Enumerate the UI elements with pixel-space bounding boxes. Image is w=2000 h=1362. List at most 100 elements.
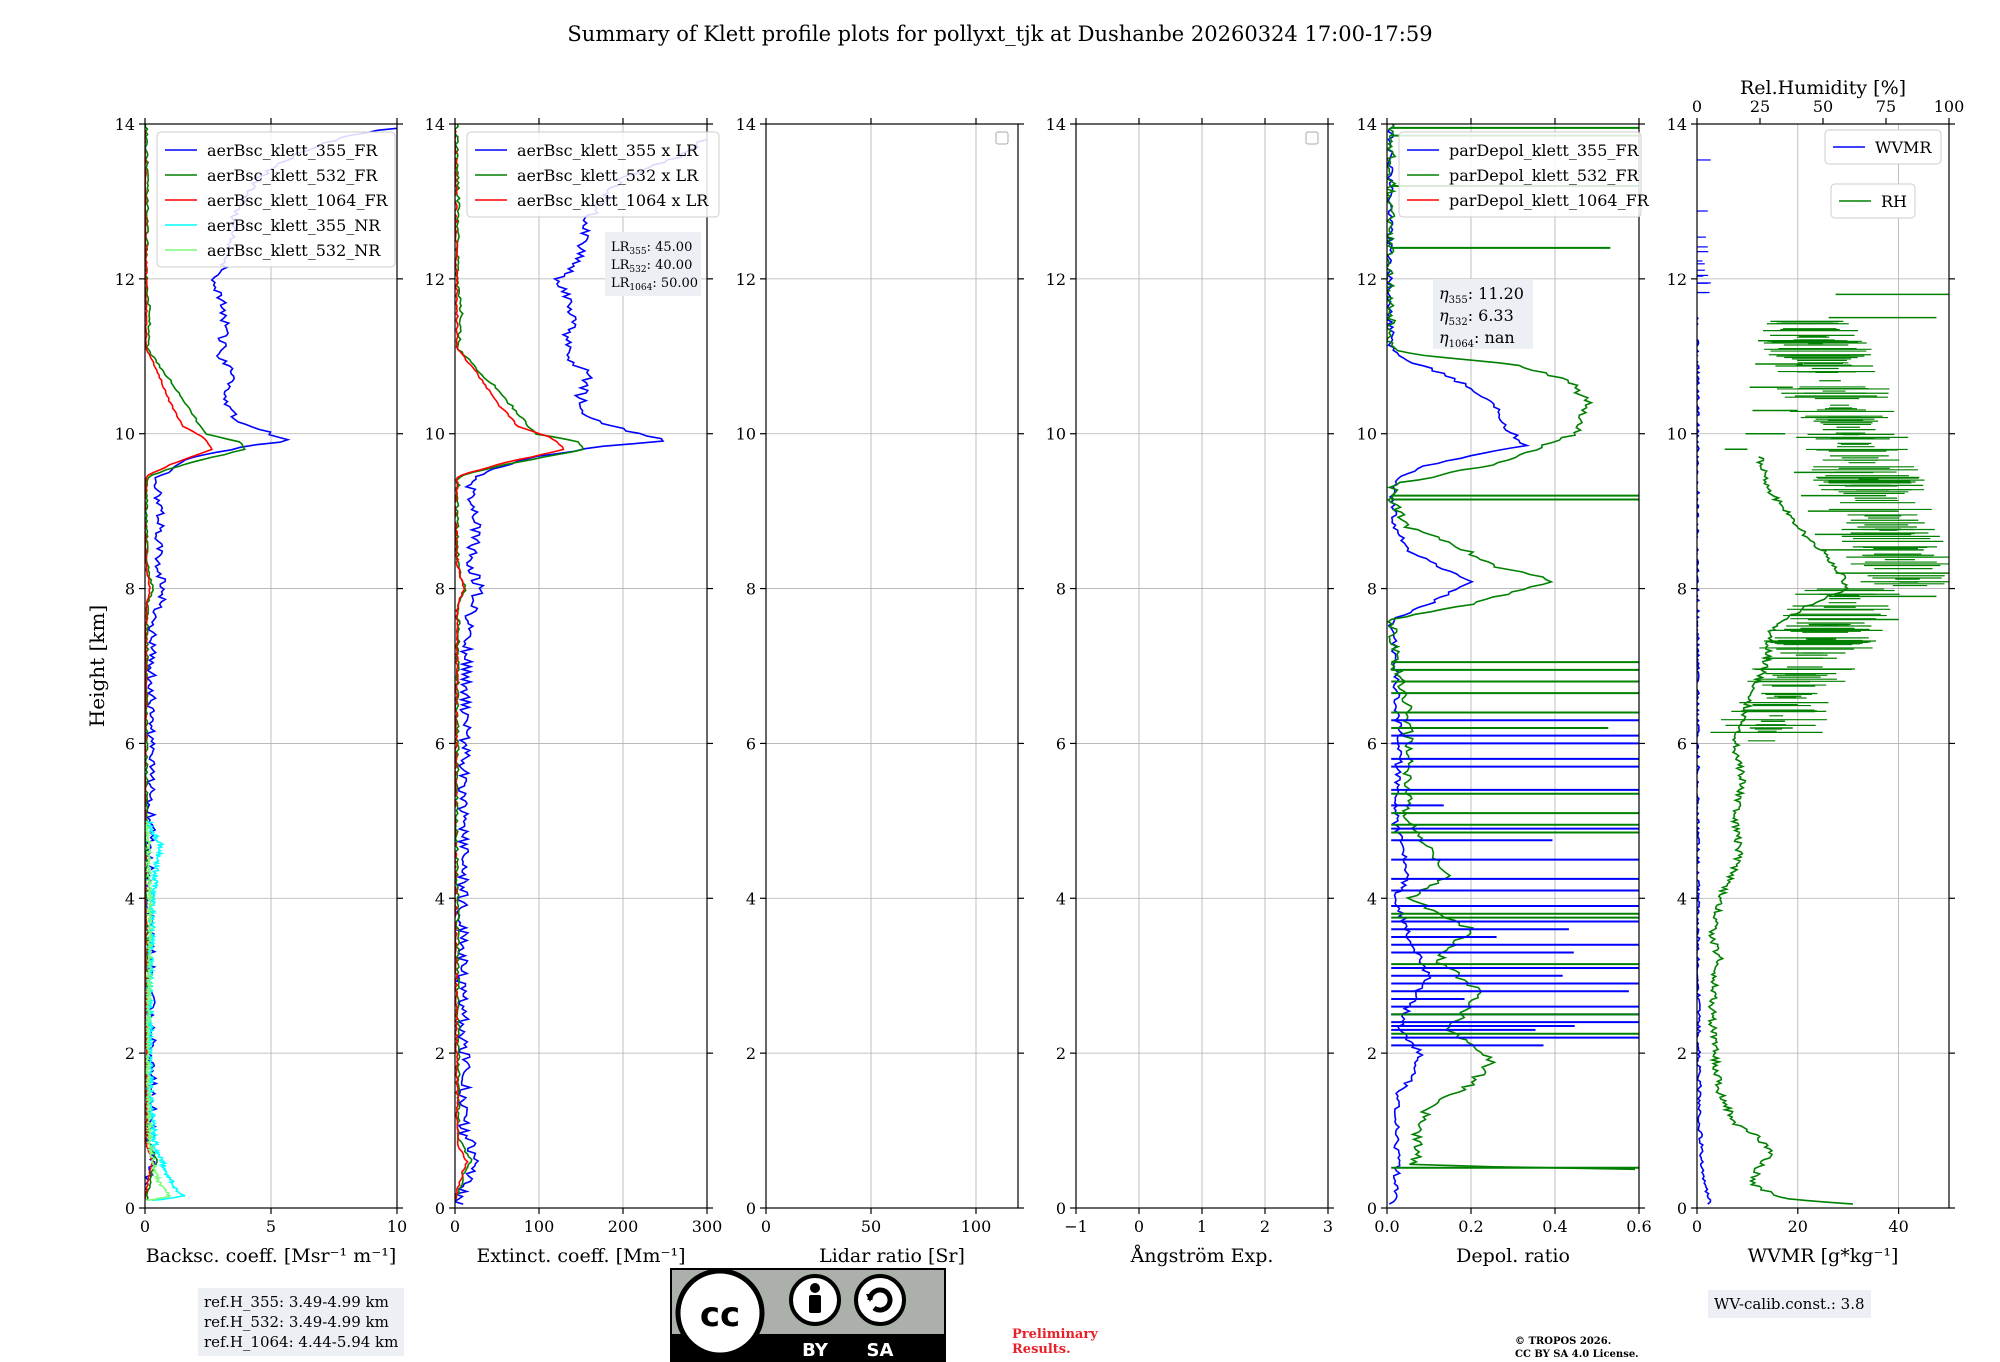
- xtick-label: 0: [761, 1217, 771, 1236]
- empty-legend: [995, 131, 1009, 145]
- ytick-label: 2: [435, 1044, 445, 1063]
- legend-box: [156, 131, 396, 268]
- ytick-label: 14: [425, 115, 445, 134]
- axes-frame: [454, 123, 708, 1209]
- top-tick-label: 75: [1876, 97, 1896, 116]
- ytick-label: 14: [1357, 115, 1377, 134]
- ytick-label: 14: [115, 115, 135, 134]
- panel-depol: 0 2 4 6 8 10 12 14 0.0 0.2 0.4 0.6 Depol. ratio parDe…: [1357, 115, 1652, 1267]
- sa-share-icon: [854, 1274, 906, 1326]
- eta-entry: η1064: nan: [1439, 328, 1515, 350]
- wv-calib-box: WV-calib.const.: 3.8: [1708, 1290, 1871, 1318]
- xtick-label: 300: [692, 1217, 723, 1236]
- cc-icon-text: cc: [700, 1295, 740, 1335]
- xtick-label: 5: [266, 1217, 276, 1236]
- legend-label: aerBsc_klett_532 x LR: [517, 166, 699, 185]
- panel-wv: 0 2 4 6 8 10 12 14 0 20 40 WVMR [g*kg⁻¹] 0 25 50 75 100 R…: [1667, 77, 1965, 1267]
- ytick-label: 8: [1056, 580, 1066, 599]
- top-tick-label: 50: [1813, 97, 1833, 116]
- wv-calib-text: WV-calib.const.: 3.8: [1714, 1295, 1865, 1313]
- ytick-label: 6: [1367, 734, 1377, 753]
- series-RH: [1707, 456, 1854, 1205]
- legend-label: aerBsc_klett_355_FR: [207, 141, 378, 160]
- ytick-label: 4: [125, 889, 135, 908]
- ytick-label: 12: [1046, 270, 1066, 289]
- ytick-label: 14: [736, 115, 756, 134]
- xaxis-label: Lidar ratio [Sr]: [819, 1245, 965, 1267]
- xtick-label: −1: [1064, 1217, 1088, 1236]
- xtick-label: 40: [1888, 1217, 1908, 1236]
- ref-height-532: ref.H_532: 3.49-4.99 km: [204, 1313, 389, 1331]
- ytick-label: 2: [1367, 1044, 1377, 1063]
- cc-by-sa-logo: cc BY SA: [670, 1268, 946, 1362]
- ytick-label: 10: [1357, 425, 1377, 444]
- series-aerBsc_klett_532 x LR: [455, 124, 585, 1201]
- preliminary-line-2: Results.: [1012, 1342, 1071, 1357]
- axes-frame: [1696, 123, 1950, 1209]
- ytick-label: 0: [1677, 1199, 1687, 1218]
- ytick-label: 4: [1367, 889, 1377, 908]
- legend-label: aerBsc_klett_1064_FR: [207, 191, 389, 210]
- legend-label: parDepol_klett_355_FR: [1449, 141, 1640, 160]
- ytick-label: 2: [1056, 1044, 1066, 1063]
- preliminary-note: Preliminary Results.: [1012, 1327, 1098, 1357]
- ytick-label: 12: [1667, 270, 1687, 289]
- legend-label: parDepol_klett_1064_FR: [1449, 191, 1650, 210]
- ytick-label: 8: [435, 580, 445, 599]
- ytick-label: 8: [1677, 580, 1687, 599]
- ytick-label: 6: [125, 734, 135, 753]
- ytick-label: 10: [1046, 425, 1066, 444]
- top-tick-label: 100: [1934, 97, 1965, 116]
- legend-label: parDepol_klett_532_FR: [1449, 166, 1640, 185]
- lr-entry: LR532: 40.00: [611, 258, 692, 275]
- xtick-label: 0.2: [1458, 1217, 1483, 1236]
- series-parDepol_klett_355_FR: [1387, 124, 1531, 1205]
- ref-height-355: ref.H_355: 3.49-4.99 km: [204, 1293, 389, 1311]
- ytick-label: 12: [1357, 270, 1377, 289]
- preliminary-line-1: Preliminary: [1012, 1327, 1098, 1342]
- xtick-label: 3: [1323, 1217, 1333, 1236]
- xtick-label: 0: [1134, 1217, 1144, 1236]
- legend-label: aerBsc_klett_532_FR: [207, 166, 378, 185]
- panel-lr: 0 2 4 6 8 10 12 14 0 50 100 Lidar ratio [Sr]: [736, 115, 1024, 1267]
- ytick-label: 8: [1367, 580, 1377, 599]
- ytick-label: 14: [1046, 115, 1066, 134]
- panel-bsc: 0 2 4 6 8 10 12 14 0 5 10 Backsc. coeff. [Msr⁻¹ m⁻¹…: [85, 115, 407, 1267]
- legend-label: RH: [1881, 192, 1907, 211]
- ytick-label: 10: [736, 425, 756, 444]
- xtick-label: 0.6: [1626, 1217, 1651, 1236]
- ref-height-1064: ref.H_1064: 4.44-5.94 km: [204, 1333, 399, 1351]
- ytick-label: 2: [1677, 1044, 1687, 1063]
- ytick-label: 6: [1056, 734, 1066, 753]
- xtick-label: 200: [608, 1217, 639, 1236]
- xaxis-label: Ångström Exp.: [1130, 1245, 1274, 1267]
- legend-label: aerBsc_klett_355 x LR: [517, 141, 699, 160]
- ytick-label: 10: [425, 425, 445, 444]
- ytick-label: 12: [736, 270, 756, 289]
- eta-entry: η532: 6.33: [1439, 306, 1514, 328]
- ytick-label: 10: [1667, 425, 1687, 444]
- ytick-label: 0: [1367, 1199, 1377, 1218]
- plot-area: [145, 124, 397, 1202]
- legend-box: [1830, 183, 1916, 219]
- xtick-label: 0: [140, 1217, 150, 1236]
- legend-box: [1398, 131, 1642, 218]
- ytick-label: 8: [746, 580, 756, 599]
- legend-label: WVMR: [1875, 138, 1932, 157]
- ytick-label: 2: [746, 1044, 756, 1063]
- ytick-label: 4: [746, 889, 756, 908]
- ytick-label: 0: [435, 1199, 445, 1218]
- figure-title: Summary of Klett profile plots for polly…: [567, 22, 1433, 46]
- copyright-line-2: CC BY SA 4.0 License.: [1515, 1349, 1639, 1360]
- xtick-label: 0.0: [1374, 1217, 1399, 1236]
- ytick-label: 2: [125, 1044, 135, 1063]
- xtick-label: 20: [1788, 1217, 1808, 1236]
- xaxis-label: Depol. ratio: [1456, 1245, 1570, 1267]
- xaxis-label: Backsc. coeff. [Msr⁻¹ m⁻¹]: [146, 1245, 397, 1267]
- xtick-label: 1: [1197, 1217, 1207, 1236]
- lr-box: [605, 232, 701, 296]
- series-aerBsc_klett_1064_FR: [145, 124, 214, 1201]
- panel-ext: 0 2 4 6 8 10 12 14 0 100 200 300 Extinct. coeff. [Mm…: [425, 115, 723, 1267]
- series-aerBsc_klett_532_FR: [145, 124, 247, 1201]
